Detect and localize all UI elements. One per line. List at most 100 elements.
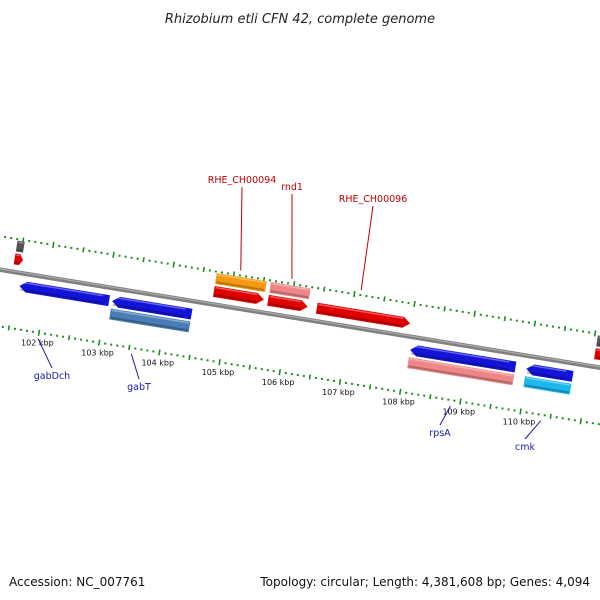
gene-label[interactable]: gabT [127, 382, 151, 393]
ruler-tick [308, 374, 312, 380]
ruler-tick [503, 316, 507, 322]
gene-box[interactable] [15, 240, 25, 253]
gene-highlight [215, 286, 258, 296]
gene-leader-line [360, 205, 374, 291]
genome-backbone [0, 267, 600, 370]
gene-leader-line [439, 405, 451, 426]
gene-shade [17, 248, 23, 252]
gene-box[interactable] [523, 376, 572, 395]
gene-shade [268, 302, 301, 311]
gene-label[interactable]: cmk [515, 442, 535, 453]
gene-arrow[interactable] [315, 302, 411, 328]
ruler-tick [473, 310, 477, 317]
gene-shade [410, 352, 509, 371]
gene-shade [15, 261, 20, 265]
map-title: Rhizobium etli CFN 42, complete genome [165, 12, 435, 27]
ruler-tick [383, 296, 386, 302]
gene-box[interactable] [269, 282, 311, 300]
gene-shade [317, 310, 403, 327]
ruler-tick [338, 378, 342, 386]
gene-leader-line [240, 186, 243, 271]
ruler-tick [52, 241, 55, 249]
tick-label: 106 kbp [262, 378, 295, 387]
gene-highlight [21, 281, 103, 297]
gene-arrow[interactable] [112, 296, 193, 320]
gene-label[interactable]: RHE_CH00094 [208, 175, 277, 186]
gene-highlight [528, 364, 567, 373]
tick-label: 103 kbp [81, 348, 114, 357]
gene-highlight [596, 349, 600, 352]
gene-arrow[interactable] [410, 345, 517, 373]
ruler-tick [158, 349, 161, 356]
ruler-tick [142, 257, 145, 263]
gene-highlight [269, 295, 302, 303]
gene-highlight [271, 282, 310, 291]
ruler-tick [368, 384, 372, 390]
gene-box[interactable] [407, 357, 515, 386]
tick-label: 108 kbp [382, 398, 415, 407]
gene-shade [595, 356, 600, 360]
gene-label[interactable]: RHE_CH00096 [339, 194, 408, 205]
gene-shade [216, 281, 265, 291]
gene-highlight [217, 274, 266, 284]
gene-arrow[interactable] [212, 285, 264, 304]
gene-arrow[interactable] [526, 364, 574, 382]
tick-label: 107 kbp [322, 388, 355, 397]
ruler-tick [112, 251, 115, 258]
gene-arrow[interactable] [267, 294, 308, 312]
tick-label: 109 kbp [442, 407, 475, 416]
ruler-tick [128, 344, 131, 351]
gene-label[interactable]: rnd1 [281, 182, 303, 193]
gene-highlight [409, 358, 513, 377]
gene-box[interactable] [215, 273, 267, 293]
ruler-tick [459, 398, 462, 405]
tick-label: 110 kbp [503, 417, 536, 426]
gene-highlight [18, 241, 24, 244]
gene-shade [270, 290, 309, 299]
gene-arrow[interactable] [13, 253, 24, 266]
gene-highlight [525, 377, 571, 386]
gene-box[interactable] [109, 308, 191, 333]
ruler-tick [172, 261, 175, 268]
gene-highlight [411, 345, 510, 363]
ruler-tick [82, 247, 85, 253]
ruler-tick [398, 388, 402, 395]
ruler-tick [443, 306, 446, 312]
gene-label[interactable]: rpsA [429, 428, 451, 439]
gene-shade [408, 365, 512, 385]
gene-highlight [318, 303, 404, 320]
ruler-tick [593, 330, 597, 337]
gene-shade [112, 303, 185, 318]
gene-shade [524, 384, 569, 394]
gene-highlight [16, 254, 21, 257]
gene-leader-line [130, 353, 140, 380]
gene-shade [110, 316, 188, 332]
gene-arrow[interactable] [594, 348, 600, 361]
ruler-tick [489, 403, 492, 410]
ruler-tick [429, 394, 432, 400]
tick-label: 104 kbp [141, 358, 174, 367]
ruler-tick [7, 325, 11, 331]
gene-leader-line [524, 420, 542, 440]
gene-highlight [111, 309, 190, 324]
ruler-tick [37, 329, 41, 336]
ruler-bottom [1, 325, 600, 426]
ruler-tick [519, 408, 522, 415]
track-layer: 102 kbp 103 kbp 104 kbp 105 kbp 106 kbp 107 k… [0, 175, 600, 453]
gene-label[interactable]: gabDch [34, 371, 70, 382]
gene-arrow[interactable] [19, 281, 111, 307]
gene-shade [19, 288, 102, 304]
gene-shade [214, 294, 257, 303]
ruler-tick [202, 266, 206, 273]
gene-box[interactable] [596, 335, 600, 348]
tick-label: 102 kbp [21, 339, 54, 348]
ruler-tick [97, 339, 101, 346]
accession-label: Accession: NC_007761 [9, 575, 145, 589]
ruler-tick [579, 418, 583, 425]
ruler-tick [323, 286, 326, 292]
gene-leader-line [37, 338, 53, 369]
ruler-tick [248, 364, 251, 370]
ruler-top [0, 235, 597, 337]
ruler-tick [67, 335, 71, 341]
